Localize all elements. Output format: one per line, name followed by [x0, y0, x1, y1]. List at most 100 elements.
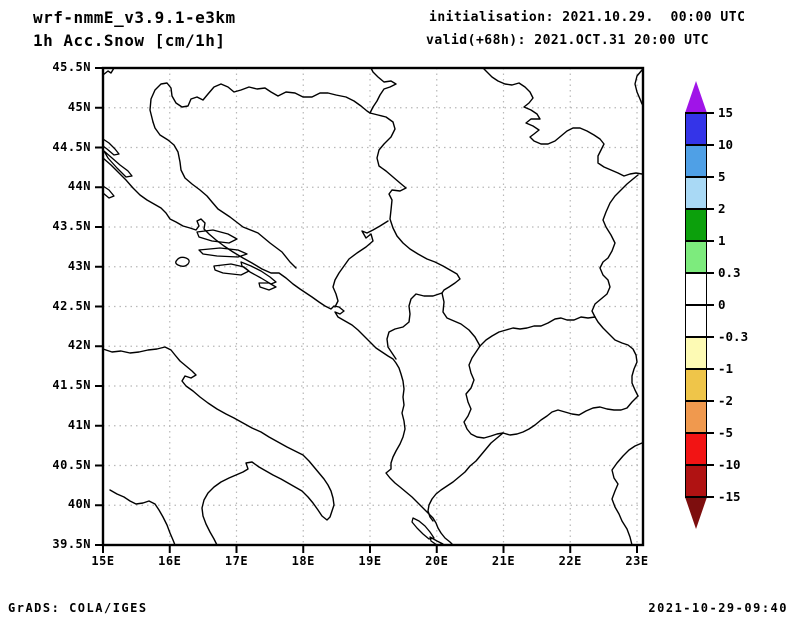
colorbar-tick [685, 240, 714, 242]
colorbar-band [685, 209, 707, 241]
latitude-label: 43.5N [52, 219, 91, 233]
colorbar-band [685, 273, 707, 305]
border-danube-croatia-serbia [369, 67, 397, 114]
longitude-label: 15E [91, 554, 115, 568]
coast-topleft [102, 67, 115, 76]
coast-right-edge-arc [634, 69, 643, 105]
colorbar-tick [685, 432, 714, 434]
island-hvar [198, 247, 248, 258]
colorbar-band [685, 305, 707, 337]
coastline-and-border-layer [102, 67, 643, 546]
plot-timestamp-text: 2021-10-29-09:40 [648, 601, 788, 615]
colorbar-band [685, 113, 707, 145]
border-serbia-albania [441, 292, 481, 347]
colorbar-band [685, 433, 707, 465]
island-corfu-south [429, 536, 444, 546]
border-albania-macedonia [463, 345, 504, 439]
latitude-label: 44N [67, 179, 91, 194]
colorbar-label: 1 [718, 233, 726, 248]
colorbar-band [685, 369, 707, 401]
longitude-label: 16E [158, 554, 182, 568]
border-greece-macedonia [502, 395, 639, 436]
colorbar-label: -0.3 [718, 329, 749, 344]
colorbar-band [685, 401, 707, 433]
latitude-label: 41N [67, 417, 91, 432]
latitude-label: 41.5N [52, 378, 91, 392]
latitude-label: 40.5N [52, 457, 91, 472]
colorbar-label: -2 [718, 393, 734, 408]
colorbar-label: 2 [718, 201, 726, 216]
border-montenegro-albania [386, 292, 443, 360]
latitude-label: 40N [67, 497, 91, 512]
island-korcula [213, 263, 250, 276]
colorbar-tick [685, 336, 714, 338]
coast-italy-adriatic [102, 346, 335, 546]
field-title: 1h Acc.Snow [cm/1h] [33, 31, 226, 50]
colorbar-top-arrow [685, 81, 707, 113]
longitude-label: 21E [491, 554, 516, 568]
latitude-label: 39.5N [52, 537, 91, 551]
latitude-label: 45N [67, 99, 91, 114]
colorbar-band [685, 337, 707, 369]
coast-thermaic-gulf [611, 442, 643, 546]
border-bosnia-montenegro [332, 220, 389, 308]
colorbar-label: -10 [718, 457, 741, 472]
colorbar-label: 0.3 [718, 265, 741, 280]
longitude-label: 18E [291, 554, 315, 568]
longitude-label: 22E [558, 554, 582, 568]
gridline-layer [103, 68, 643, 545]
colorbar-label: 5 [718, 169, 726, 184]
border-macedonia-north [479, 316, 596, 347]
colorbar-band [685, 177, 707, 209]
colorbar-tick [685, 496, 714, 498]
longitude-label: 19E [358, 554, 382, 568]
colorbar-tick [685, 208, 714, 210]
island-corfu [411, 517, 435, 540]
init-time-text: initialisation: 2021.10.29. 00:00 UTC [429, 10, 746, 25]
border-drina-serbia [369, 112, 461, 294]
colorbar-tick [685, 400, 714, 402]
colorbar-tick [685, 464, 714, 466]
colorbar-tick [685, 176, 714, 178]
island-pag [103, 150, 133, 178]
colorbar-tick [685, 144, 714, 146]
colorbar-bottom-arrow [685, 497, 707, 529]
colorbar-tick [685, 112, 714, 114]
border-croatia-bosnia-west [152, 121, 297, 269]
colorbar-label: -15 [718, 489, 741, 504]
valid-time-text: valid(+68h): 2021.OCT.31 20:00 UTC [426, 33, 710, 48]
latitude-label: 45.5N [52, 60, 91, 74]
border-serbia-romania-danube [482, 67, 643, 177]
border-sava-north-bosnia [149, 82, 371, 123]
colorbar-tick [685, 368, 714, 370]
colorbar-tick [685, 304, 714, 306]
colorbar-band [685, 145, 707, 177]
colorbar-tick [685, 272, 714, 274]
border-albania-greece [427, 432, 504, 522]
colorbar-label: -5 [718, 425, 734, 440]
map-frame [101, 66, 645, 547]
longitude-label: 23E [625, 554, 649, 568]
colorbar-band [685, 241, 707, 273]
island-brac [196, 229, 238, 244]
border-serbia-bulgaria [591, 174, 639, 318]
island-mljet [258, 282, 277, 291]
colorbar-label: -1 [718, 361, 734, 376]
latitude-label: 42N [67, 338, 91, 353]
colorbar-label: 0 [718, 297, 726, 312]
axis-tick-layer [95, 67, 638, 553]
grads-credit-text: GrADS: COLA/IGES [8, 601, 148, 615]
longitude-label: 17E [224, 554, 249, 568]
longitude-label: 20E [425, 554, 449, 568]
model-title: wrf-nmmE_v3.9.1-e3km [33, 8, 236, 27]
peljesac-peninsula [240, 261, 277, 285]
latitude-label: 42.5N [52, 298, 91, 313]
latitude-label: 44.5N [52, 139, 91, 154]
colorbar-label: 10 [718, 137, 734, 152]
coast-italy-tyrrhenian [109, 489, 176, 546]
border-macedonia-bulgaria [594, 316, 639, 397]
colorbar-label: 15 [718, 105, 734, 120]
coast-east-adriatic [102, 157, 454, 546]
